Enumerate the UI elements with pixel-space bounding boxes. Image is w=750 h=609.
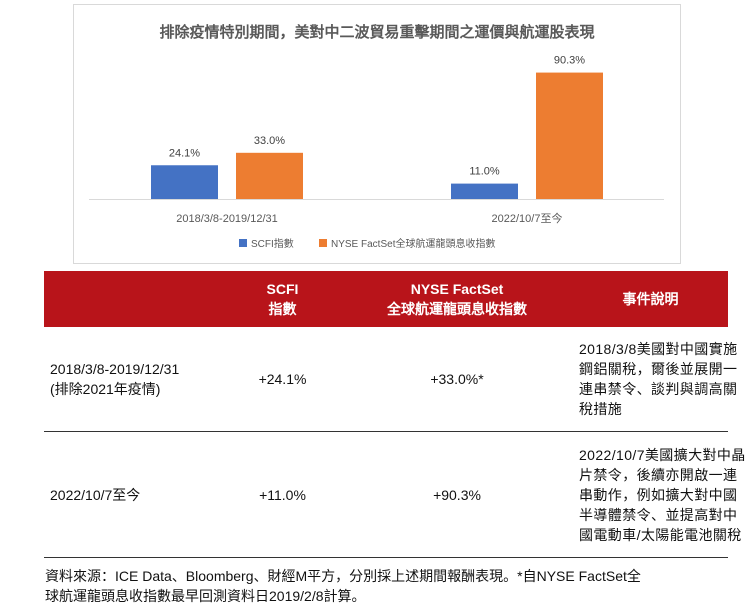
data-label: 24.1% xyxy=(169,147,200,159)
category-label: 2018/3/8-2019/12/31 xyxy=(176,213,278,225)
header-event: 事件說明 xyxy=(573,271,728,327)
data-label: 11.0% xyxy=(469,166,500,178)
header-scfi: SCFI 指數 xyxy=(224,271,341,327)
source-footnote: 資料來源：ICE Data、Bloomberg、財經M平方，分別採上述期間報酬表… xyxy=(45,568,641,604)
nyse-cell: +33.0%* xyxy=(341,327,573,432)
data-label: 33.0% xyxy=(254,135,285,147)
event-cell: 2022/10/7美國擴大對中晶 片禁令，後續亦開啟一連 串動作，例如擴大對中國 半導… xyxy=(573,431,745,558)
period-cell: 2022/10/7至今 xyxy=(44,431,224,558)
bar-nyse-0 xyxy=(236,152,303,199)
data-label: 90.3% xyxy=(554,55,585,67)
table-header-row: SCFI 指數 NYSE FactSet 全球航運龍頭息收指數 事件說明 xyxy=(44,271,728,327)
category-label: 2022/10/7至今 xyxy=(492,211,563,225)
table-row: 2018/3/8-2019/12/31 (排除2021年疫情) +24.1% +3… xyxy=(44,327,737,432)
header-period xyxy=(44,271,224,327)
legend-swatch xyxy=(239,239,247,247)
chart-frame: 排除疫情特別期間，美對中二波貿易重擊期間之運價與航運股表現 24.1% 11.0% 3… xyxy=(73,4,681,264)
bar-scfi-1 xyxy=(451,183,518,199)
scfi-cell: +24.1% xyxy=(224,327,341,432)
events-table: SCFI 指數 NYSE FactSet 全球航運龍頭息收指數 事件說明 2018/… xyxy=(44,271,745,558)
chart-title: 排除疫情特別期間，美對中二波貿易重擊期間之運價與航運股表現 xyxy=(159,23,594,41)
period-cell: 2018/3/8-2019/12/31 (排除2021年疫情) xyxy=(44,327,224,432)
legend-label: NYSE FactSet全球航運龍頭息收指數 xyxy=(331,237,495,250)
table-row: 2022/10/7至今 +11.0% +90.3% 2022/10/7美國擴大對… xyxy=(44,431,745,558)
header-nyse: NYSE FactSet 全球航運龍頭息收指數 xyxy=(341,271,573,327)
bar-scfi-0 xyxy=(151,165,218,199)
bar-chart: 排除疫情特別期間，美對中二波貿易重擊期間之運價與航運股表現 24.1% 11.0% 3… xyxy=(89,23,664,250)
legend-swatch xyxy=(319,239,327,247)
event-cell: 2018/3/8美國對中國實施 鋼鋁關稅，爾後並展開一 連串禁令、談判與調高關 稅措施 xyxy=(573,327,737,432)
scfi-cell: +11.0% xyxy=(224,431,341,558)
nyse-cell: +90.3% xyxy=(341,431,573,558)
bar-nyse-1 xyxy=(536,72,603,199)
legend-label: SCFI指數 xyxy=(251,237,294,250)
